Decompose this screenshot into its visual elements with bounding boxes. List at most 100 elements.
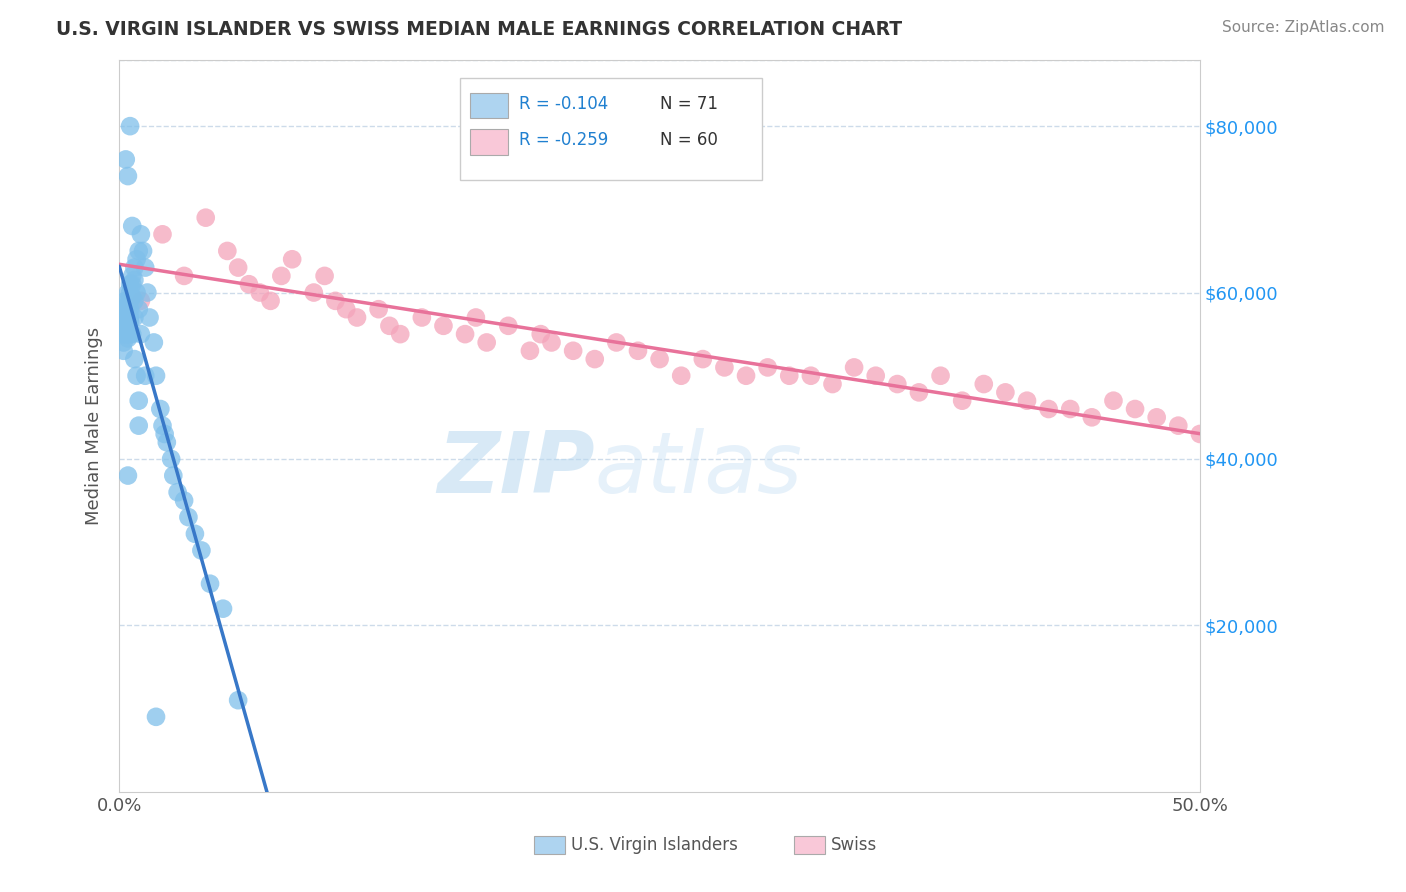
Point (112, 343, 135, 358)
Point (302, 285, 325, 300)
Point (411, 310, 433, 325)
Text: U.S. Virgin Islanders: U.S. Virgin Islanders (571, 836, 738, 854)
Point (464, 310, 486, 325)
Point (314, 268, 336, 283)
Point (156, 435, 179, 450)
Point (929, 368, 952, 383)
Point (177, 510, 200, 524)
Point (121, 268, 143, 283)
Point (562, 343, 585, 358)
Point (1146, 410, 1168, 425)
Point (259, 293, 281, 308)
Point (132, 244, 155, 258)
Point (114, 310, 136, 325)
Point (128, 302, 150, 317)
Text: N = 60: N = 60 (659, 131, 717, 149)
Point (120, 310, 142, 325)
Point (648, 352, 671, 367)
Point (821, 377, 844, 392)
Text: Swiss: Swiss (831, 836, 877, 854)
Point (1102, 393, 1125, 408)
Point (121, 277, 143, 292)
Point (519, 343, 541, 358)
Point (145, 710, 167, 724)
Point (129, 227, 152, 242)
Point (124, 273, 146, 287)
Point (125, 368, 148, 383)
Point (125, 252, 148, 267)
Point (378, 318, 401, 333)
Point (842, 360, 865, 375)
Point (134, 368, 156, 383)
Point (160, 451, 183, 466)
Point (128, 393, 150, 408)
Point (120, 277, 142, 292)
Point (112, 302, 135, 317)
Text: ZIP: ZIP (437, 428, 595, 511)
Point (112, 310, 135, 325)
Point (112, 327, 135, 342)
Point (692, 352, 714, 367)
Point (129, 293, 152, 308)
Point (950, 393, 973, 408)
Point (190, 543, 212, 558)
Point (212, 601, 235, 615)
Point (994, 385, 1017, 400)
Point (152, 227, 174, 242)
Point (121, 219, 143, 233)
Point (713, 360, 735, 375)
Point (117, 468, 139, 483)
Point (166, 485, 188, 500)
Point (136, 285, 159, 300)
Text: Source: ZipAtlas.com: Source: ZipAtlas.com (1222, 20, 1385, 35)
Point (669, 368, 692, 383)
Point (125, 285, 148, 300)
Point (346, 310, 368, 325)
Point (973, 377, 995, 392)
Text: R = -0.259: R = -0.259 (519, 131, 609, 149)
Point (120, 293, 142, 308)
Point (114, 293, 136, 308)
Point (194, 211, 217, 225)
Point (389, 327, 412, 342)
Point (238, 277, 260, 292)
Point (120, 302, 142, 317)
Point (124, 260, 146, 275)
Point (117, 331, 139, 345)
Point (605, 335, 627, 350)
Point (1015, 393, 1038, 408)
Point (124, 310, 146, 325)
Point (249, 285, 271, 300)
Point (112, 315, 135, 329)
Text: N = 71: N = 71 (659, 95, 717, 112)
Point (173, 268, 195, 283)
Point (432, 318, 454, 333)
Point (117, 293, 139, 308)
Point (498, 318, 520, 333)
Point (120, 315, 142, 329)
Point (325, 293, 347, 308)
Point (138, 310, 160, 325)
Point (270, 268, 292, 283)
Point (281, 252, 304, 267)
Point (117, 298, 139, 312)
Point (117, 285, 139, 300)
Point (530, 327, 553, 342)
Point (735, 368, 758, 383)
Point (1081, 410, 1104, 425)
Point (129, 327, 152, 342)
Point (1038, 402, 1060, 417)
Point (142, 335, 165, 350)
Point (865, 368, 887, 383)
Point (627, 343, 650, 358)
Point (124, 352, 146, 367)
Point (335, 302, 357, 317)
Point (121, 327, 143, 342)
Point (114, 153, 136, 167)
Point (540, 335, 562, 350)
Point (117, 169, 139, 183)
Point (184, 526, 207, 541)
Point (367, 302, 389, 317)
Point (1188, 427, 1211, 442)
Point (112, 335, 135, 350)
